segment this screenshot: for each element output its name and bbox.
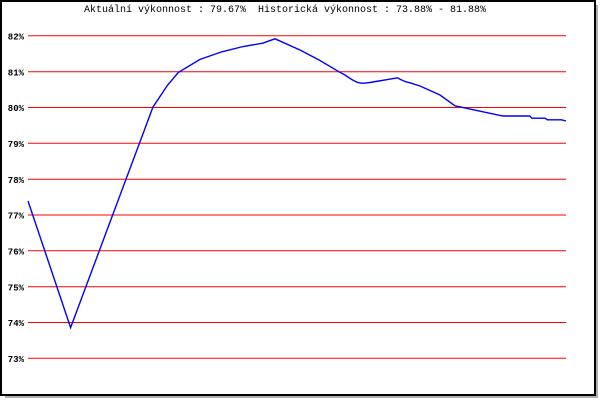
svg-text:74%: 74% — [8, 319, 25, 329]
svg-text:78%: 78% — [8, 176, 25, 186]
svg-text:Aktuální výkonnost : 79.67% H: Aktuální výkonnost : 79.67% Historická v… — [84, 4, 486, 16]
svg-text:81%: 81% — [8, 68, 25, 78]
svg-text:75%: 75% — [8, 283, 25, 293]
svg-text:79%: 79% — [8, 140, 25, 150]
svg-text:77%: 77% — [8, 212, 25, 222]
svg-text:76%: 76% — [8, 248, 25, 258]
svg-text:73%: 73% — [8, 355, 25, 365]
svg-text:82%: 82% — [8, 33, 25, 43]
svg-text:80%: 80% — [8, 104, 25, 114]
